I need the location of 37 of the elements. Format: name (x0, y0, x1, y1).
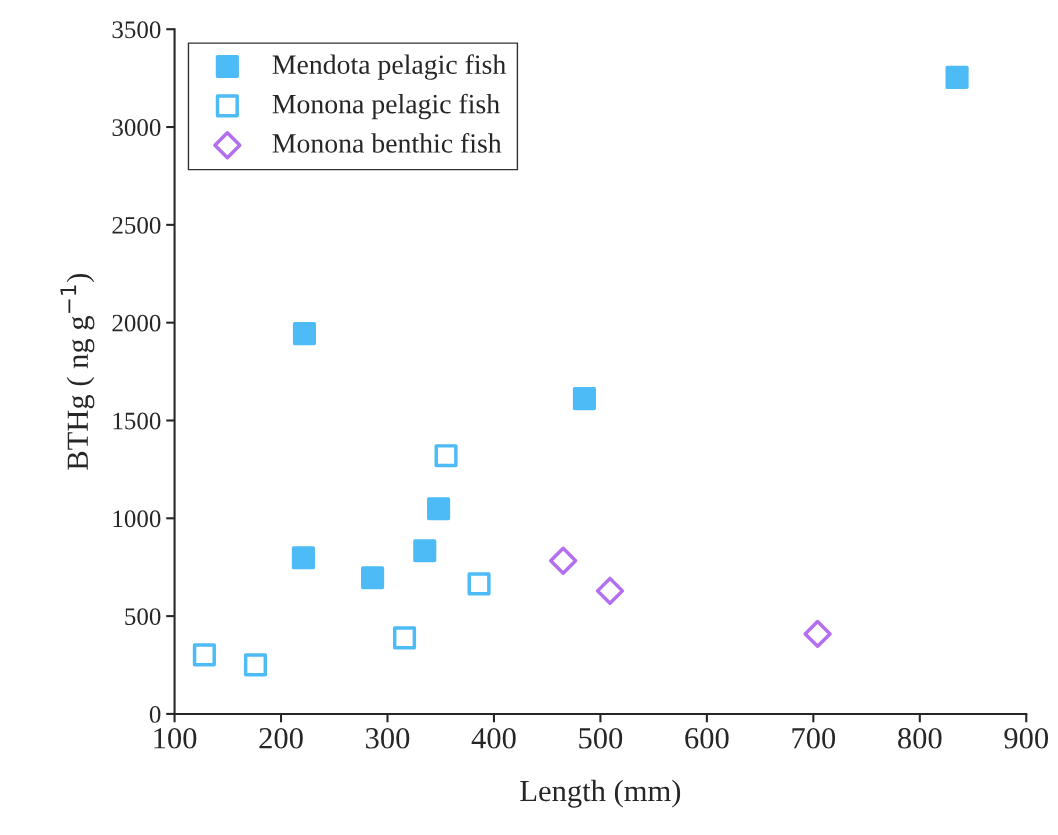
x-axis-title: Length (mm) (520, 779, 681, 808)
point (803, 619, 832, 649)
y-tick-label: 2000 (112, 314, 161, 332)
y-tick-label: 1000 (113, 510, 161, 528)
point (292, 322, 317, 346)
point (192, 643, 216, 667)
y-tick-label: 0 (149, 705, 161, 723)
legend-label: Monona pelagic fish (272, 93, 500, 120)
x-tick-label: 200 (259, 728, 303, 749)
x-tick-label: 300 (366, 728, 410, 749)
point (572, 387, 597, 411)
point (392, 626, 417, 650)
x-tick-label: 100 (154, 728, 197, 749)
y-tick-label: 500 (125, 608, 161, 626)
point (467, 572, 491, 596)
point (361, 566, 385, 590)
legend-label: Mendota pelagic fish (272, 54, 506, 80)
point (291, 546, 315, 570)
x-tick-label: 900 (1004, 728, 1049, 749)
x-tick-label: 400 (471, 728, 516, 749)
x-tick-label: 500 (579, 728, 623, 749)
x-tick-label: 800 (898, 728, 942, 749)
y-axis-title: BTHg ( ng g$^{−1}$) (60, 273, 95, 470)
point (413, 539, 437, 563)
x-tick-label: 700 (792, 728, 836, 749)
legend-label: Monona benthic fish (272, 132, 502, 153)
x-tick-label: 600 (685, 728, 729, 749)
y-tick-label: 3500 (112, 21, 161, 39)
point (427, 497, 451, 521)
point (945, 65, 969, 89)
point (595, 576, 625, 606)
point (434, 444, 458, 468)
point (548, 546, 578, 575)
y-tick-label: 2500 (112, 216, 161, 234)
y-tick-label: 3000 (112, 119, 161, 136)
y-tick-label: 1500 (113, 412, 161, 430)
point (243, 653, 268, 677)
